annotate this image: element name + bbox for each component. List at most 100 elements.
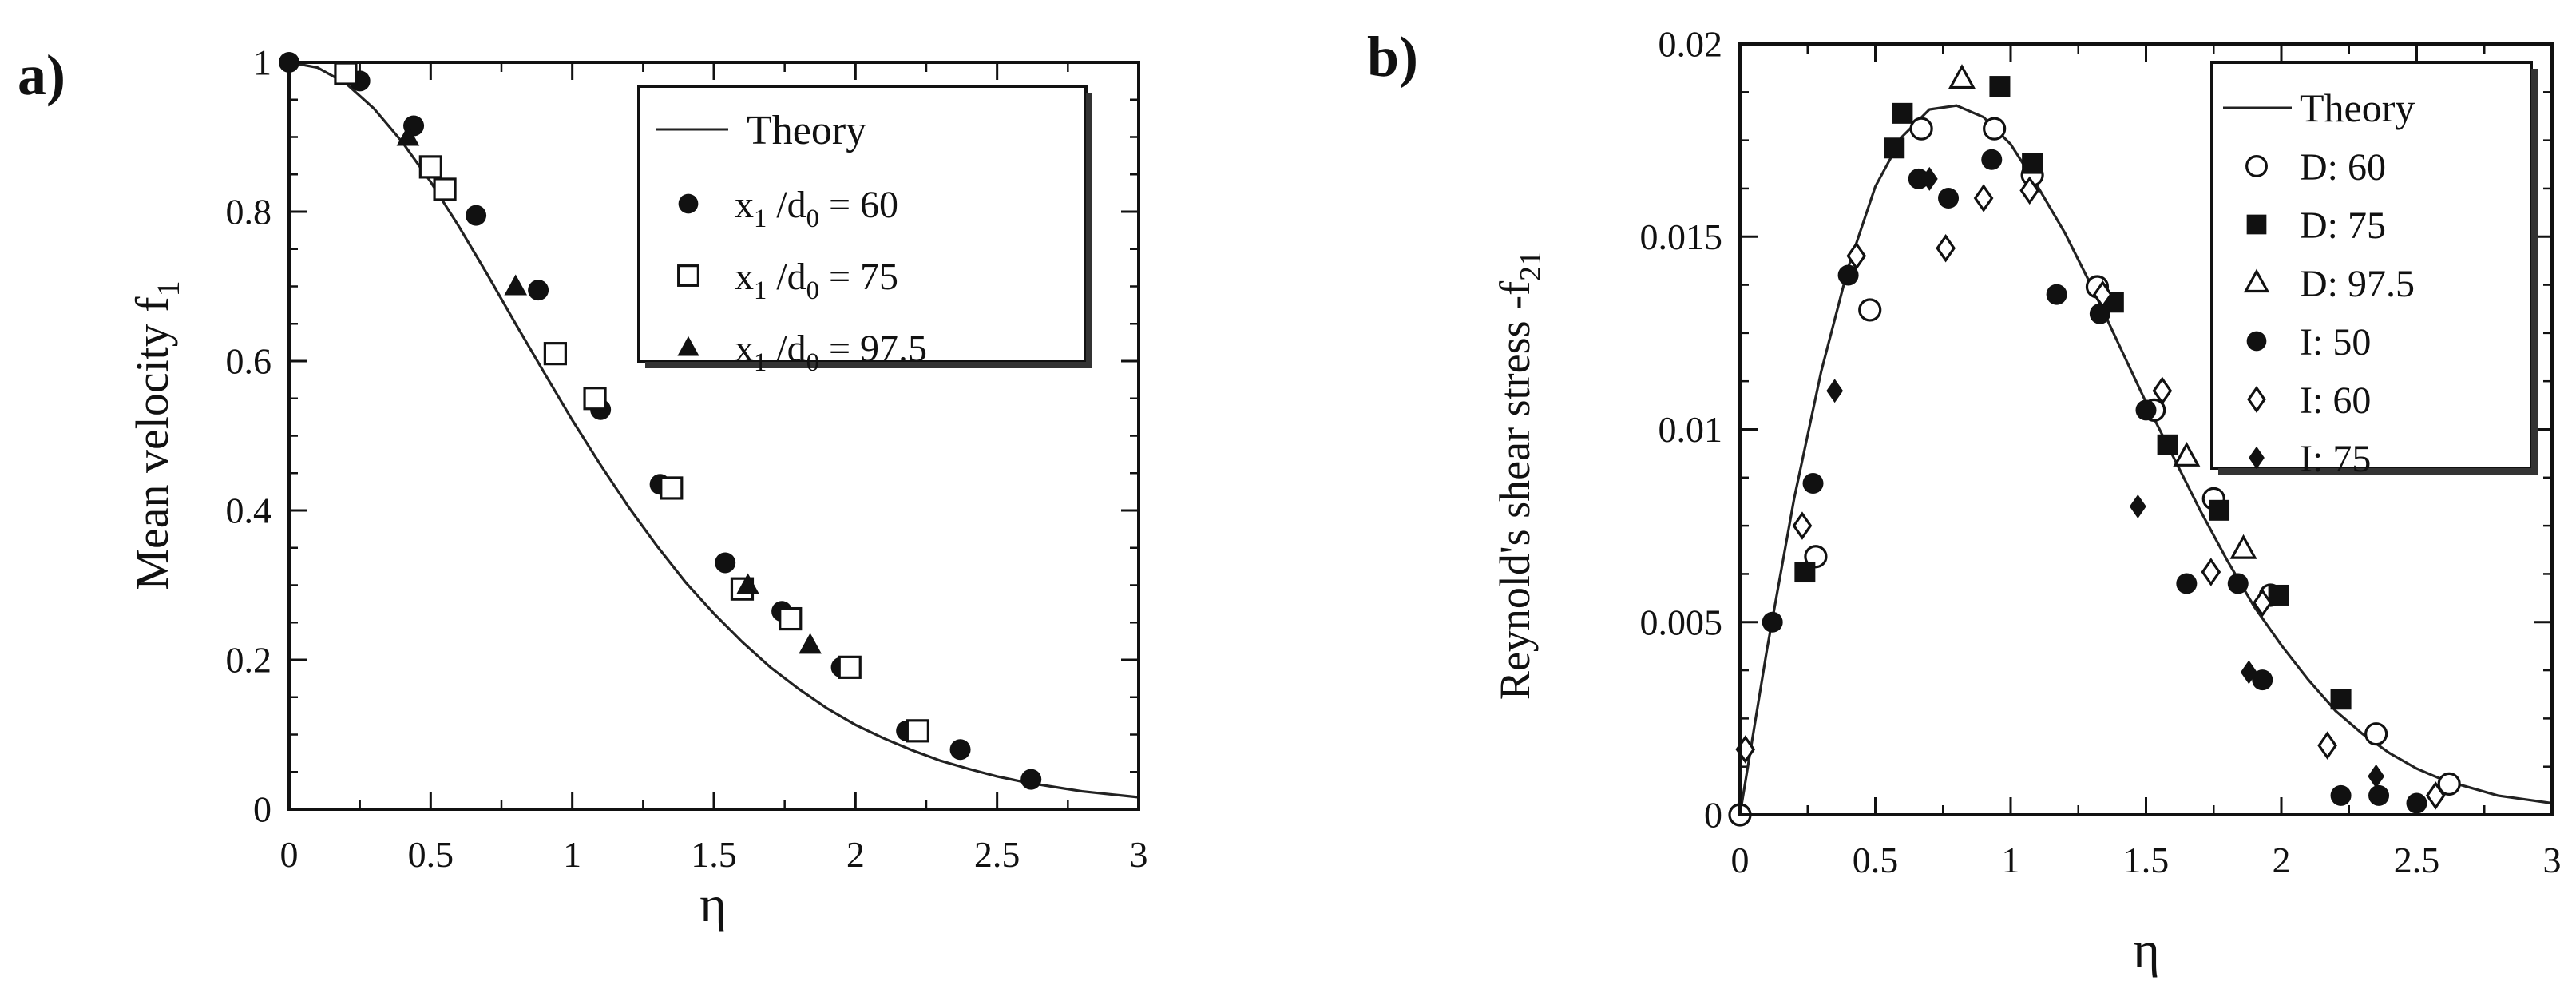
a-y-label-sub: 1 xyxy=(150,280,186,296)
a-theory-curve xyxy=(288,61,1139,799)
a-y-tick-label: 0.6 xyxy=(226,341,272,382)
a-point-series-0 xyxy=(715,552,736,574)
b-point-series-0 xyxy=(1858,298,1882,322)
panel-label-a: a) xyxy=(18,43,65,107)
b-point-series-0 xyxy=(2437,772,2461,796)
a-point-series-2 xyxy=(504,274,528,296)
b-legend: Theory D: 60 D: 75 D: 97.5 I: 50 I: 60 I: 75 xyxy=(2210,61,2538,480)
b-point-series-3 xyxy=(1908,168,1929,189)
a-point-series-0 xyxy=(466,205,487,226)
b-x-tick-label: 0.5 xyxy=(1853,840,1899,880)
a-legend-label-2: x1 /d0 = 97.5 xyxy=(735,328,927,377)
a-plot-frame xyxy=(287,61,1140,811)
b-point-series-2 xyxy=(1948,64,1976,89)
b-x-tick-label: 1 xyxy=(2002,840,2020,880)
a-legend-marker-2 xyxy=(677,336,699,356)
b-y-axis-label: Reynold's shear stress -f21 xyxy=(1491,251,1548,700)
b-legend-label-4: I: 60 xyxy=(2300,379,2371,422)
a-legend-label-1: x1 /d0 = 75 xyxy=(735,256,898,305)
b-legend-marker-2 xyxy=(2243,268,2270,293)
b-legend-marker-1 xyxy=(2246,214,2267,235)
b-plot-frame xyxy=(1738,42,2554,816)
a-y-tick-labels: 0 0.2 0.4 0.6 0.8 1 xyxy=(226,42,272,830)
a-legend-marker-0 xyxy=(678,193,699,214)
a-point-series-0 xyxy=(949,739,971,761)
b-point-series-3 xyxy=(2176,573,2198,594)
b-point-series-0 xyxy=(2364,722,2388,746)
b-point-series-3 xyxy=(2046,284,2067,305)
b-point-series-4 xyxy=(2252,588,2273,618)
a-point-series-1 xyxy=(838,655,862,679)
a-point-series-1 xyxy=(906,719,929,743)
b-point-series-1 xyxy=(1884,137,1905,159)
b-point-series-3 xyxy=(1762,611,1783,633)
b-point-series-5 xyxy=(1826,379,1844,403)
b-point-series-1 xyxy=(2157,434,2178,455)
b-y-label-sub: 21 xyxy=(1514,251,1548,281)
b-y-tick-label: 0.02 xyxy=(1659,24,1723,65)
b-legend-markers xyxy=(2243,155,2270,470)
a-y-tick-label: 0.8 xyxy=(226,192,272,232)
a-x-tick-label: 2.5 xyxy=(974,834,1020,875)
b-point-series-1 xyxy=(1892,102,1913,124)
b-point-series-4 xyxy=(1846,241,1867,271)
a-point-series-1 xyxy=(334,62,358,85)
b-y-label-main: Reynold's shear stress -f xyxy=(1491,281,1539,700)
a-y-axis-label: Mean velocity f1 xyxy=(126,280,186,590)
a-x-axis-label: η xyxy=(699,876,726,932)
b-x-tick-label: 3 xyxy=(2543,840,2562,880)
a-point-series-1 xyxy=(543,342,567,366)
b-legend-label-0: D: 60 xyxy=(2300,146,2386,189)
a-y-tick-label: 0 xyxy=(253,789,271,830)
b-x-tick-label: 2.5 xyxy=(2394,840,2440,880)
a-point-series-1 xyxy=(583,387,607,411)
a-legend-marker-1 xyxy=(677,264,699,287)
a-point-series-1 xyxy=(418,155,442,179)
b-point-series-3 xyxy=(1802,473,1824,494)
b-point-series-5 xyxy=(2368,764,2385,788)
b-legend-marker-3 xyxy=(2246,331,2267,352)
b-point-series-3 xyxy=(2089,303,2110,324)
b-point-series-3 xyxy=(2227,573,2249,594)
b-data-points xyxy=(1728,64,2461,827)
b-point-series-3 xyxy=(2252,669,2273,691)
a-point-series-0 xyxy=(1020,769,1042,790)
a-theory-line xyxy=(288,61,1139,799)
a-y-tick-label: 0.4 xyxy=(226,491,272,531)
b-point-series-1 xyxy=(1794,562,1816,583)
b-point-series-0 xyxy=(1909,117,1933,141)
a-x-tick-label: 1 xyxy=(563,834,581,875)
a-legend-theory-label: Theory xyxy=(747,108,866,153)
a-point-series-1 xyxy=(660,476,684,500)
b-point-series-4 xyxy=(1936,233,1956,263)
a-data-points xyxy=(279,52,1042,790)
b-point-series-1 xyxy=(1989,76,2011,97)
b-x-tick-label: 0 xyxy=(1731,840,1750,880)
a-x-tick-label: 3 xyxy=(1130,834,1148,875)
b-point-series-5 xyxy=(2240,660,2257,685)
b-point-series-5 xyxy=(1920,166,1938,191)
b-point-series-5 xyxy=(2129,494,2146,518)
b-x-tick-label: 2 xyxy=(2273,840,2291,880)
a-point-series-2 xyxy=(736,573,759,594)
b-point-series-4 xyxy=(2019,176,2040,205)
a-point-series-2 xyxy=(799,633,822,654)
panel-b: b) 0 0.5 1 1.5 2 2.5 3 0 0.005 0.01 0.015 0.02 η R… xyxy=(1367,24,2562,978)
a-point-series-1 xyxy=(433,177,457,201)
b-legend-label-1: D: 75 xyxy=(2300,205,2386,247)
a-x-tick-label: 1.5 xyxy=(691,834,737,875)
a-x-tick-label: 2 xyxy=(846,834,865,875)
svg-text:Mean velocity f1: Mean velocity f1 xyxy=(126,280,186,590)
b-point-series-3 xyxy=(1938,188,1960,209)
b-x-tick-label: 1.5 xyxy=(2123,840,2170,880)
panel-a: a) 0 0.5 1 1.5 2 2.5 3 0 0.2 0.4 0.6 0.8 1 η Mean v… xyxy=(18,42,1148,932)
b-point-series-4 xyxy=(1973,184,1994,212)
b-point-series-1 xyxy=(2022,153,2043,174)
b-point-series-3 xyxy=(2406,792,2427,814)
b-legend-labels: D: 60 D: 75 D: 97.5 I: 50 I: 60 I: 75 xyxy=(2300,146,2415,480)
b-legend-marker-5 xyxy=(2249,446,2265,470)
a-y-tick-label: 0.2 xyxy=(226,640,272,681)
a-x-tick-label: 0 xyxy=(280,834,299,875)
b-x-axis-label: η xyxy=(2133,921,2159,978)
